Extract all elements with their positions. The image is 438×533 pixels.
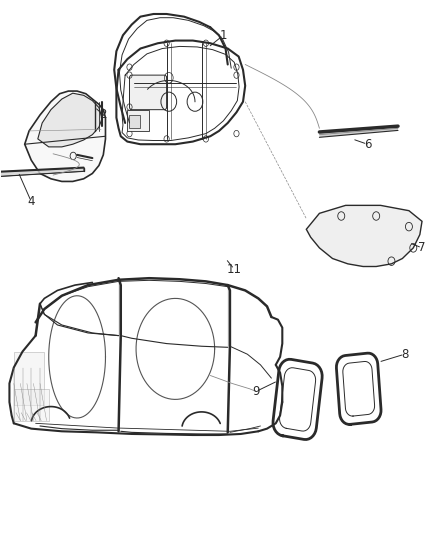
Bar xyxy=(127,110,149,131)
Polygon shape xyxy=(228,285,230,346)
Bar xyxy=(14,352,44,405)
Bar xyxy=(130,115,141,128)
Polygon shape xyxy=(119,278,121,336)
Text: 8: 8 xyxy=(401,348,408,361)
FancyBboxPatch shape xyxy=(130,75,166,110)
Text: 7: 7 xyxy=(418,241,426,254)
Bar xyxy=(14,389,49,421)
Text: 1: 1 xyxy=(219,29,227,42)
Text: 4: 4 xyxy=(28,195,35,208)
Polygon shape xyxy=(319,126,398,138)
Text: 9: 9 xyxy=(252,385,260,398)
Polygon shape xyxy=(25,91,106,181)
Text: 6: 6 xyxy=(364,138,371,151)
Text: 11: 11 xyxy=(227,263,242,276)
Polygon shape xyxy=(306,205,422,266)
Text: 2: 2 xyxy=(99,109,107,122)
Polygon shape xyxy=(38,93,102,147)
Polygon shape xyxy=(0,167,84,176)
